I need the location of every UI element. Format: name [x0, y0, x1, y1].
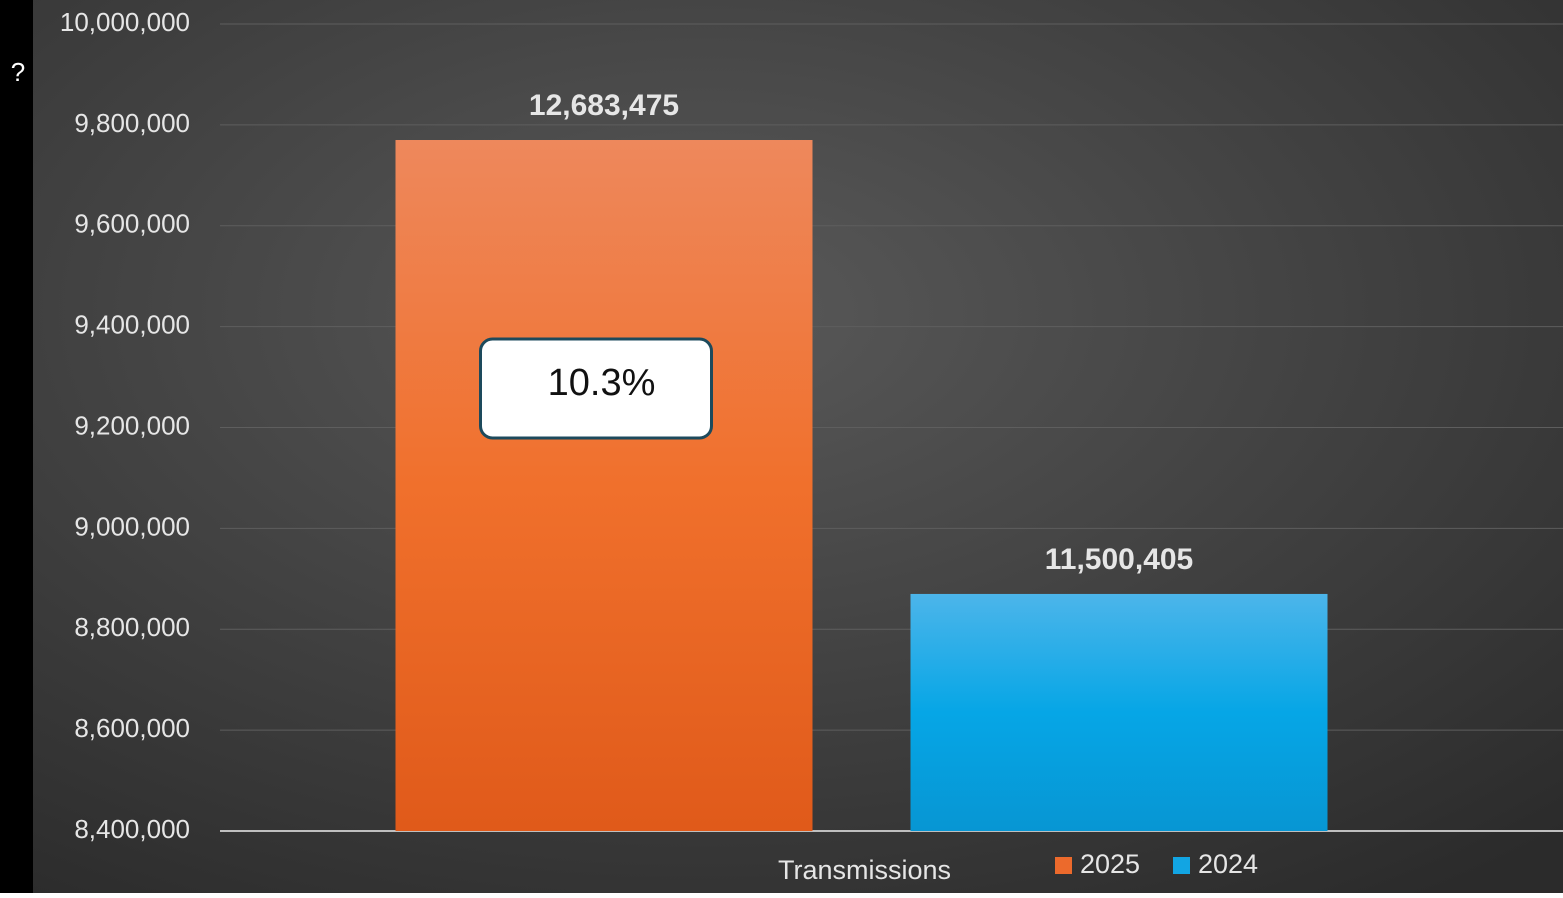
y-tick-label: 8,800,000 — [74, 612, 190, 642]
side-strip — [0, 0, 33, 893]
legend-label: 2025 — [1080, 849, 1140, 879]
callout-box — [479, 337, 713, 440]
callout: 10.3% — [548, 362, 656, 404]
y-tick-label: 9,400,000 — [74, 310, 190, 340]
y-tick-label: 8,400,000 — [74, 814, 190, 844]
y-tick-label: 10,000,000 — [60, 7, 190, 37]
legend-label: 2024 — [1198, 849, 1258, 879]
legend-swatch — [1173, 857, 1190, 874]
y-tick-label: 9,200,000 — [74, 410, 190, 440]
y-tick-label: 9,000,000 — [74, 511, 190, 541]
bar — [395, 140, 813, 832]
bar-label: 11,500,405 — [1045, 543, 1194, 576]
legend-swatch — [1055, 857, 1072, 874]
x-tick-label: Transmissions — [778, 855, 951, 885]
corner-text: ? — [11, 57, 25, 87]
bar — [910, 593, 1328, 831]
y-tick-label: 8,600,000 — [74, 713, 190, 743]
y-tick-label: 9,600,000 — [74, 209, 190, 239]
bar-label: 12,683,475 — [529, 89, 679, 122]
y-tick-label: 9,800,000 — [74, 108, 190, 138]
